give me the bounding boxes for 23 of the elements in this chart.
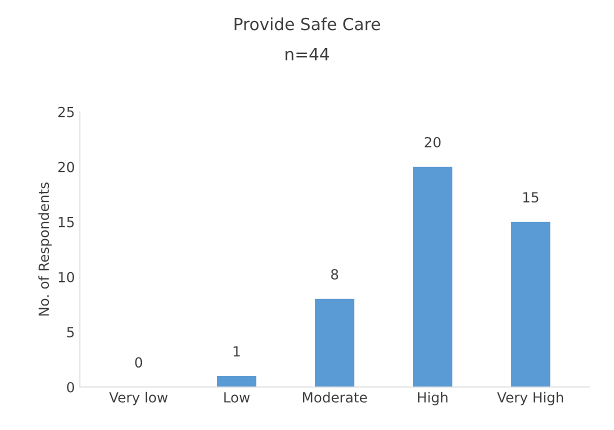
data-label: 20	[424, 136, 441, 148]
y-tick-label: 5	[67, 327, 74, 338]
x-tick-label: Very High	[497, 392, 564, 406]
x-tick-label: Low	[224, 392, 250, 403]
data-label: 1	[234, 346, 240, 356]
y-tick-label: 0	[67, 382, 74, 392]
bar	[315, 298, 354, 387]
y-tick-label: 20	[58, 162, 74, 172]
data-label: 0	[135, 357, 142, 368]
y-tick-label: 25	[58, 106, 74, 118]
chart-subtitle: n=44	[286, 48, 329, 60]
bar	[511, 222, 550, 387]
data-label: 15	[523, 192, 538, 203]
x-tick-label: Moderate	[302, 392, 367, 403]
y-axis-title: No. of Respondents	[38, 182, 52, 316]
y-tick-label: 10	[58, 272, 74, 282]
bar	[217, 376, 256, 387]
data-label: 8	[331, 269, 338, 280]
bar	[413, 166, 452, 387]
x-tick-label: High	[418, 392, 448, 406]
x-tick-label: Very low	[109, 392, 168, 406]
y-tick-label: 15	[58, 217, 74, 228]
chart-title: Provide Safe Care	[234, 17, 380, 30]
